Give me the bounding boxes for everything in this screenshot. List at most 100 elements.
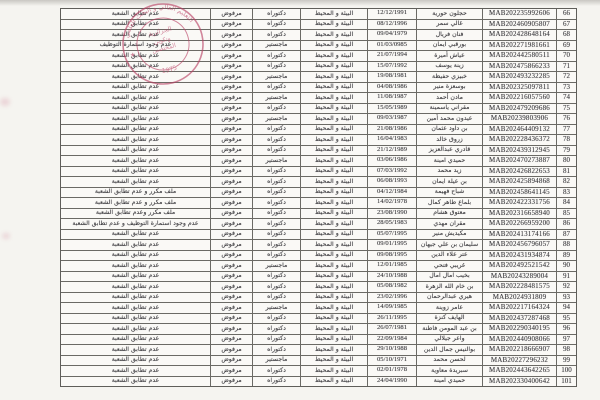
- rejection-reason: عدم تطابق الشعبة: [61, 19, 211, 29]
- candidate-name: بن عيلة ايمان: [417, 177, 483, 187]
- degree-value: دكتوراه: [253, 292, 301, 302]
- degree-value: دكتوراه: [253, 198, 301, 208]
- rejection-reason: عدم تطابق الشعبة: [61, 355, 211, 365]
- registration-id: MAB202442580511: [483, 51, 557, 61]
- specialty-value: البيئة و المحيط: [301, 177, 368, 187]
- degree-value: دكتوراه: [253, 376, 301, 386]
- birthdate-value: 07/03/1992: [368, 166, 417, 176]
- status-value: مرفوض: [211, 40, 253, 50]
- row-number: 98: [563, 345, 570, 354]
- status-value: مرفوض: [211, 366, 253, 376]
- table-row: عدم تطابق الشعبة مرفوض دكتوراه البيئة و …: [61, 82, 576, 93]
- registration-id: MAB202460905807: [483, 19, 557, 29]
- candidate-name: بوالنيس جمال الدين: [417, 345, 483, 355]
- degree-value: ماجستير: [253, 114, 301, 124]
- registration-id: MAB202228436372: [483, 135, 557, 145]
- specialty-value: البيئة و المحيط: [301, 114, 368, 124]
- birthdate-value: 09/04/1979: [368, 30, 417, 40]
- rejection-reason: عدم تطابق الشعبة: [61, 103, 211, 113]
- row-number: 79: [563, 145, 570, 154]
- birthdate-value: 26/11/1995: [368, 313, 417, 323]
- status-value: مرفوض: [211, 145, 253, 155]
- table-row: عدم تطابق الشعبة مرفوض ماجستير البيئة و …: [61, 156, 576, 167]
- degree-value: دكتوراه: [253, 177, 301, 187]
- birthdate-value: 03/06/1986: [368, 156, 417, 166]
- candidate-name: حميدي امينة: [417, 156, 483, 166]
- candidate-name: الهايف كنزة: [417, 313, 483, 323]
- candidate-name: غريبي فتحي: [417, 261, 483, 271]
- registration-id: MAB20239803906: [483, 114, 557, 124]
- status-value: مرفوض: [211, 303, 253, 313]
- table-row: عدم وجود استمارة التوظيف مرفوض ماجستير ا…: [61, 40, 576, 51]
- status-value: مرفوض: [211, 292, 253, 302]
- birthdate-value: 22/09/1984: [368, 334, 417, 344]
- registration-id: MAB202431934874: [483, 250, 557, 260]
- registration-id: MAB202422331756: [483, 198, 557, 208]
- candidate-name: بوسعزة منير: [417, 82, 483, 92]
- candidate-name: معتوق هشام: [417, 208, 483, 218]
- row-number: 95: [563, 313, 570, 322]
- degree-value: دكتوراه: [253, 271, 301, 281]
- specialty-value: البيئة و المحيط: [301, 156, 368, 166]
- registration-id: MAB202493232285: [483, 72, 557, 82]
- table-row: عدم تطابق الشعبة مرفوض دكتوراه البيئة و …: [61, 51, 576, 62]
- birthdate-value: 01/03/0985: [368, 40, 417, 50]
- rejection-reason: عدم تطابق الشعبة: [61, 135, 211, 145]
- status-value: مرفوض: [211, 355, 253, 365]
- table-row: عدم تطابق الشعبة مرفوض دكتوراه البيئة و …: [61, 135, 576, 146]
- table-row: عدم تطابق الشعبة مرفوض ماجستير البيئة و …: [61, 303, 576, 314]
- registration-id: MAB202479209686: [483, 103, 557, 113]
- birthdate-value: 23/02/1996: [368, 292, 417, 302]
- registration-id: MAB202228481575: [483, 282, 557, 292]
- degree-value: ماجستير: [253, 156, 301, 166]
- candidate-name: سبريدة معاوية: [417, 366, 483, 376]
- rejection-reason: عدم تطابق الشعبة: [61, 250, 211, 260]
- specialty-value: البيئة و المحيط: [301, 229, 368, 239]
- birthdate-value: 15/05/1989: [368, 103, 417, 113]
- candidate-name: سليمان بن علي جيهان: [417, 240, 483, 250]
- table-row: عدم تطابق الشعبة مرفوض ماجستير البيئة و …: [61, 355, 576, 366]
- row-number: 75: [563, 103, 570, 112]
- rejection-reason: عدم تطابق الشعبة: [61, 61, 211, 71]
- specialty-value: البيئة و المحيط: [301, 261, 368, 271]
- rejection-reason: عدم تطابق الشعبة: [61, 72, 211, 82]
- status-value: مرفوض: [211, 19, 253, 29]
- row-number: 93: [563, 292, 570, 301]
- table-row: عدم تطابق الشعبة مرفوض دكتوراه البيئة و …: [61, 240, 576, 251]
- rejection-reason: عدم تطابق الشعبة: [61, 124, 211, 134]
- row-number: 71: [563, 61, 570, 70]
- status-value: مرفوض: [211, 124, 253, 134]
- candidate-name: مكيديش منير: [417, 229, 483, 239]
- specialty-value: البيئة و المحيط: [301, 282, 368, 292]
- specialty-value: البيئة و المحيط: [301, 376, 368, 386]
- status-value: مرفوض: [211, 93, 253, 103]
- birthdate-value: 26/07/1981: [368, 324, 417, 334]
- table-row: عدم تطابق الشعبة مرفوض دكتوراه البيئة و …: [61, 282, 576, 293]
- birthdate-value: 06/08/1993: [368, 177, 417, 187]
- status-value: مرفوض: [211, 313, 253, 323]
- birthdate-value: 29/10/1988: [368, 345, 417, 355]
- candidate-name: زيد محمد: [417, 166, 483, 176]
- status-value: مرفوض: [211, 345, 253, 355]
- birthdate-value: 12/01/1985: [368, 261, 417, 271]
- row-number: 97: [563, 334, 570, 343]
- status-value: مرفوض: [211, 187, 253, 197]
- registration-id: MAB20227296232: [483, 355, 557, 365]
- degree-value: دكتوراه: [253, 145, 301, 155]
- birthdate-value: 24/10/1988: [368, 271, 417, 281]
- specialty-value: البيئة و المحيط: [301, 198, 368, 208]
- candidate-name: غالي سمر: [417, 19, 483, 29]
- specialty-value: البيئة و المحيط: [301, 93, 368, 103]
- row-number: 80: [563, 156, 570, 165]
- specialty-value: البيئة و المحيط: [301, 103, 368, 113]
- table-row: عدم تطابق الشعبة مرفوض دكتوراه البيئة و …: [61, 313, 576, 324]
- status-value: مرفوض: [211, 30, 253, 40]
- candidate-name: خبيزي حفيظة: [417, 72, 483, 82]
- candidate-name: حميدي امينة: [417, 376, 483, 386]
- registration-id: MAB202290340195: [483, 324, 557, 334]
- birthdate-value: 21/12/1989: [368, 145, 417, 155]
- status-value: مرفوض: [211, 166, 253, 176]
- table-row: عدم تطابق الشعبة مرفوض دكتوراه البيئة و …: [61, 229, 576, 240]
- row-number: 94: [563, 303, 570, 312]
- registration-id: MAB202440908066: [483, 334, 557, 344]
